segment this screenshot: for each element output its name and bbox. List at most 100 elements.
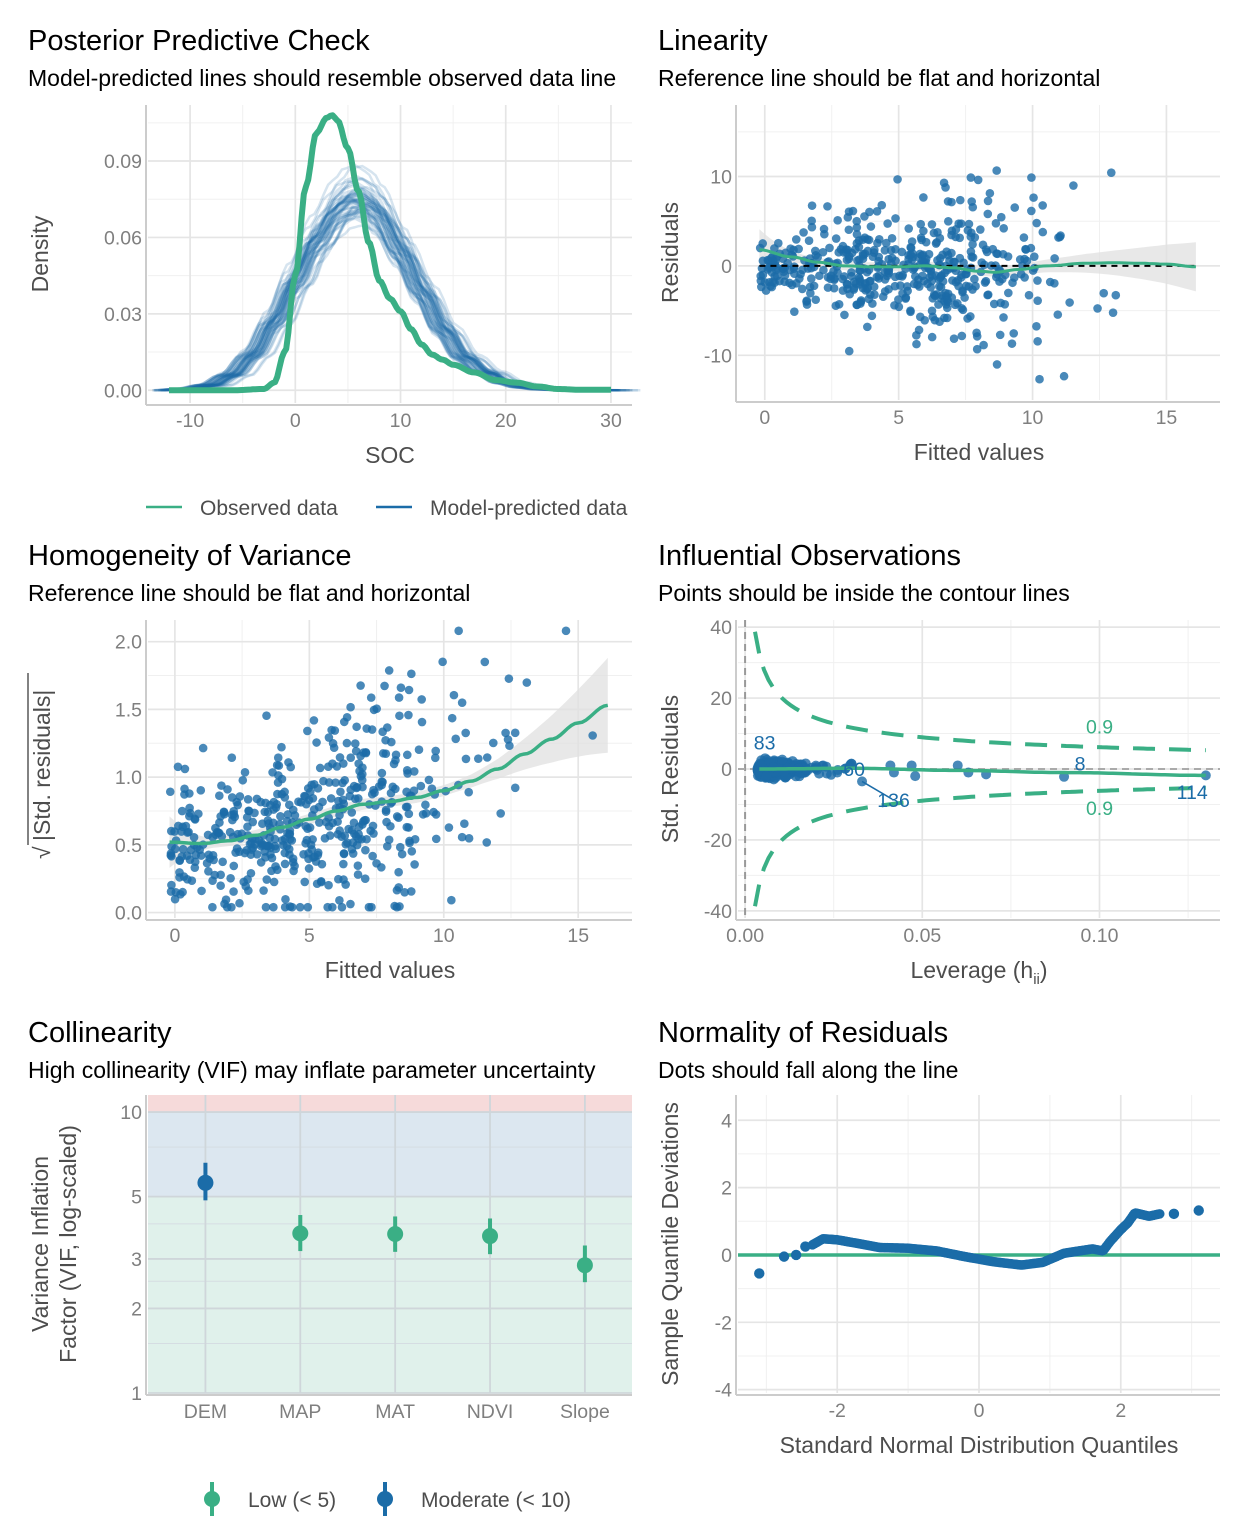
std-residual-point [189,832,199,842]
residual-point [893,175,902,184]
residual-point [818,247,828,257]
std-residual-point [407,847,417,856]
std-residual-point [309,779,319,789]
residual-point [972,344,982,354]
std-residual-point [262,711,271,720]
std-residual-point [216,870,226,880]
y-tick-label: 0 [721,256,732,278]
qq-point [1168,1208,1180,1220]
std-residual-point [167,842,176,851]
residual-point [912,339,921,349]
residual-point [938,250,947,260]
residual-point [863,322,872,332]
y-tick-label: 0.0 [115,903,142,925]
std-residual-point [324,880,333,890]
legend-label-moderate: Moderate (< 10) [421,1489,571,1512]
std-residual-point [300,792,310,801]
std-residual-point [178,887,187,897]
std-residual-point [170,894,180,904]
std-residual-point [177,852,187,861]
residual-point [873,238,882,248]
x-axis-label: Fitted values [914,439,1044,465]
residual-point [823,202,832,211]
y-axis-label: Std. Residuals [657,695,683,843]
vif-point-slope [576,1257,593,1274]
std-residual-point [480,657,490,667]
std-residual-point [173,762,183,772]
std-residual-point [503,735,513,744]
residual-point [807,216,816,226]
std-residual-point [265,800,275,810]
std-residual-point [461,754,471,764]
std-residual-point [306,840,316,850]
residual-point [770,244,779,253]
residual-point [807,201,817,210]
std-residual-point [304,864,314,873]
std-residual-point [279,840,288,850]
std-residual-point [400,888,409,897]
confidence-ribbon [169,657,608,868]
residual-point [966,232,976,242]
std-residual-point [227,793,237,802]
residual-point [896,281,905,290]
std-residual-point [369,829,378,838]
residual-point [947,197,956,207]
std-residual-point [421,800,430,810]
y-tick-label: -4 [715,1380,732,1402]
y-tick-label: 1.0 [115,767,142,789]
std-residual-point [270,841,280,851]
x-tick-label: 15 [1156,407,1178,429]
residual-point [983,290,993,299]
residual-point [829,267,838,276]
x-tick-label: DEM [184,1401,227,1423]
loess-smooth-line [169,703,609,846]
std-residual-point [451,734,461,744]
std-residual-point [482,838,492,847]
y-tick-label: 0.03 [104,304,142,326]
std-residual-point [356,681,365,690]
std-residual-point [504,674,514,683]
residual-point [883,219,892,228]
residual-point [856,297,866,307]
model-predicted-density-line [185,198,590,392]
std-residual-point [348,849,358,858]
std-residual-point [300,877,310,887]
std-residual-point [501,728,510,738]
residual-point [894,295,903,304]
std-residual-point [409,767,419,776]
x-tick-label: -10 [176,410,204,432]
std-residual-point [316,877,326,887]
residual-point [919,226,928,236]
panel-ppc: Posterior Predictive Check Model-predicte… [27,25,641,468]
std-residual-point [377,863,386,872]
residual-point [996,212,1006,222]
contour-label: 0.9 [1086,716,1113,738]
residual-point [999,313,1008,322]
std-residual-point [235,792,245,801]
x-axis-label: SOC [365,442,415,468]
residual-point [758,270,768,280]
confidence-ribbon [759,229,1196,292]
std-residual-point [464,787,474,797]
residual-point [904,224,914,233]
residual-point [1065,298,1074,307]
leverage-point [777,754,788,765]
residual-point [968,285,977,294]
x-tick-label: 0.10 [1081,925,1119,947]
std-residual-point [431,810,441,819]
residual-point [811,250,821,260]
residual-point [955,195,965,205]
residual-point [943,217,953,226]
residual-point [976,225,985,234]
std-residual-point [482,753,492,762]
residual-point [870,245,879,255]
std-residual-point [401,802,411,812]
std-residual-point [510,728,520,738]
std-residual-point [340,831,350,840]
std-residual-point [339,717,349,727]
std-residual-point [216,881,225,891]
residual-point [934,274,944,284]
std-residual-point [416,781,426,791]
residual-point [983,209,993,219]
observation-label: 60 [843,759,865,781]
